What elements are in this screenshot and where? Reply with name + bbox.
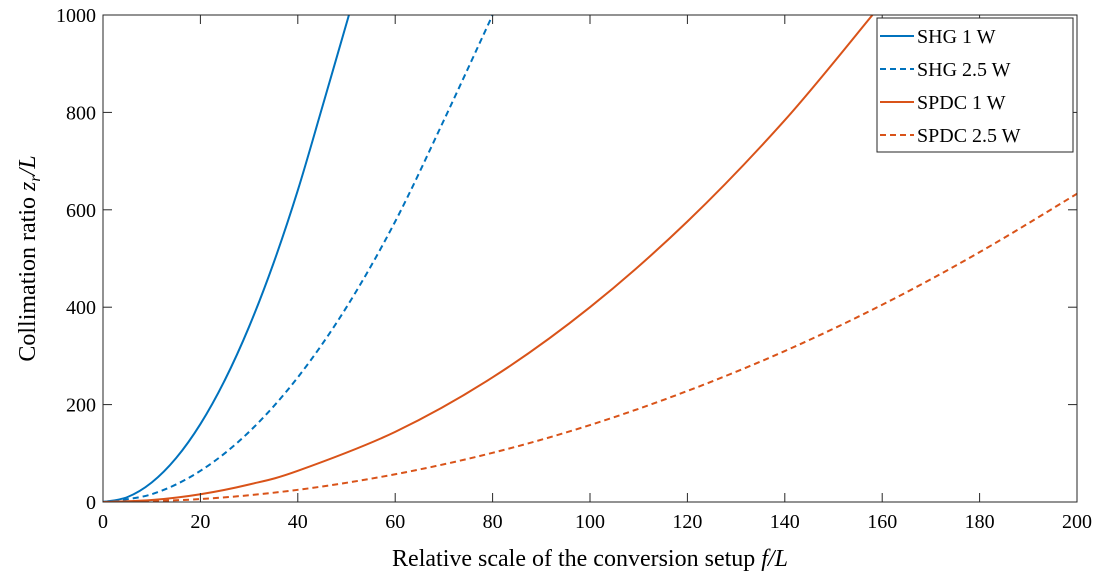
legend-label-shg-1-w: SHG 1 W xyxy=(917,26,996,48)
legend-label-spdc-1-w: SPDC 1 W xyxy=(917,92,1006,114)
plot-frame xyxy=(102,14,1078,503)
y-tick-label: 800 xyxy=(66,102,96,124)
x-axis-title: Relative scale of the conversion setup f… xyxy=(392,546,788,572)
x-tick-label: 40 xyxy=(288,511,308,533)
x-tick-label: 0 xyxy=(98,511,108,533)
y-tick-label: 400 xyxy=(66,297,96,319)
series-line-spdc-2-5-w xyxy=(103,192,1077,502)
legend-box xyxy=(876,17,1074,153)
legend: SHG 1 W SHG 2.5 W SPDC 1 W SPDC 2.5 W xyxy=(876,17,1074,153)
legend-label-spdc-2-5-w: SPDC 2.5 W xyxy=(917,125,1021,147)
x-tick-label: 120 xyxy=(672,511,702,533)
x-tick-label: 100 xyxy=(575,511,605,533)
x-tick-label: 20 xyxy=(190,511,210,533)
y-tick-label: 1000 xyxy=(56,5,96,27)
series-line-shg-2-5-w xyxy=(103,15,494,502)
x-tick-label: 200 xyxy=(1062,511,1092,533)
y-tick-label: 0 xyxy=(86,492,96,514)
y-tick-label: 200 xyxy=(66,395,96,417)
x-tick-label: 80 xyxy=(483,511,503,533)
y-tick-label: 600 xyxy=(66,200,96,222)
legend-label-shg-2-5-w: SHG 2.5 W xyxy=(917,59,1011,81)
x-tick-label: 180 xyxy=(965,511,995,533)
series-line-shg-1-w xyxy=(103,15,350,502)
y-axis-title: Collimation ratio zr/L xyxy=(15,155,44,361)
tick-layer: 0 20 40 60 80 100 120 140 160 180 200 0 200 400 600 800… xyxy=(56,5,1092,533)
x-tick-label: 60 xyxy=(385,511,405,533)
x-tick-label: 140 xyxy=(770,511,800,533)
x-tick-label: 160 xyxy=(867,511,897,533)
